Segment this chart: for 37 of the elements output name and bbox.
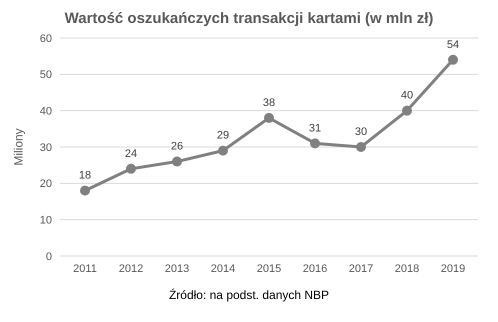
data-label: 54 (446, 38, 460, 51)
y-tick-label: 50 (40, 69, 52, 82)
x-tick-label: 2015 (256, 262, 282, 275)
y-tick-label: 0 (46, 250, 52, 263)
y-tick-label: 60 (40, 32, 52, 45)
data-label: 26 (170, 140, 184, 153)
data-label: 29 (216, 130, 230, 142)
y-tick-label: 40 (40, 106, 52, 118)
y-axis-title: Miliony (11, 128, 26, 166)
point (356, 142, 366, 152)
x-tick-label: 2011 (73, 262, 97, 275)
y-tick-label: 20 (40, 178, 52, 190)
x-tick-label: 2013 (164, 262, 190, 275)
x-tick-label: 2018 (394, 262, 420, 275)
data-label: 31 (308, 122, 322, 134)
x-tick-label: 2016 (302, 262, 328, 275)
data-label: 38 (262, 96, 276, 109)
x-tick-label: 2017 (348, 262, 374, 275)
point (80, 186, 90, 196)
point (264, 112, 274, 123)
data-label: 30 (354, 126, 368, 138)
x-tick-label: 2019 (440, 262, 466, 275)
text: Źródło: na podst. danych NBP (168, 288, 330, 302)
point (126, 164, 136, 174)
y-tick-label: 30 (40, 142, 52, 154)
point (448, 54, 458, 65)
point (172, 156, 182, 167)
y-tick-label: 10 (40, 214, 52, 227)
point (218, 146, 228, 156)
x-tick-label: 2012 (118, 262, 144, 275)
point (402, 106, 412, 116)
data-label: 24 (124, 148, 138, 160)
data-label: 40 (400, 90, 414, 102)
point (310, 138, 320, 148)
data-label: 18 (78, 170, 92, 182)
x-tick-label: 2014 (210, 262, 236, 275)
chart-title: Wartość oszukańczych transakcji kartami (w mln zł) (64, 9, 434, 29)
